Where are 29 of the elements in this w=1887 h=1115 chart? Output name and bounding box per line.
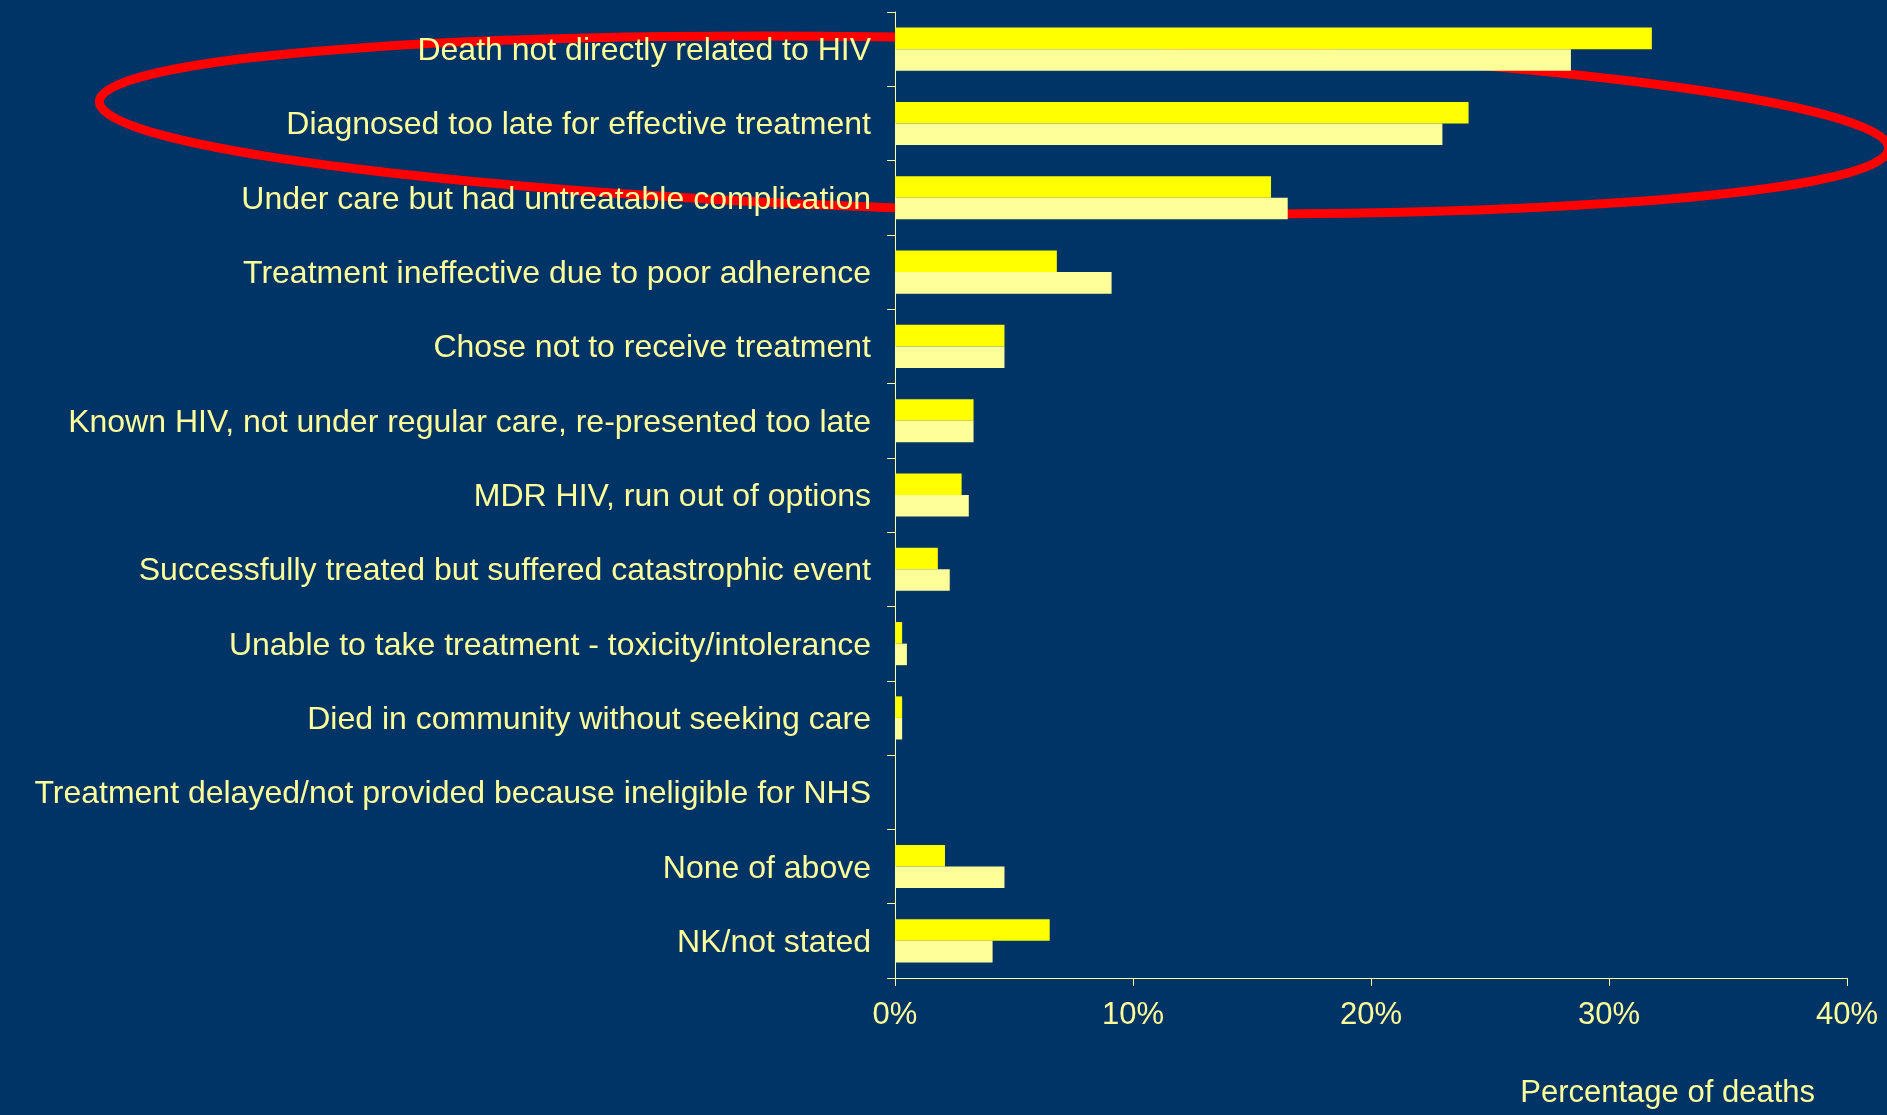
y-tick-label: None of above (662, 848, 871, 885)
y-tick-label: Treatment ineffective due to poor adherence (243, 254, 871, 291)
x-tick-label: 10% (1101, 996, 1165, 1031)
y-tick-label: MDR HIV, run out of options (473, 477, 871, 513)
bar (895, 473, 962, 495)
bar (895, 547, 938, 570)
y-tick-label: NK/not stated (677, 922, 871, 959)
bar (895, 27, 1652, 50)
bar (895, 250, 1057, 273)
x-tick-label: 0% (872, 996, 918, 1031)
bar (895, 101, 1469, 124)
x-tick-label: 20% (1339, 996, 1403, 1031)
y-tick-label: Treatment delayed/not provided because ineligible for NHS (34, 774, 871, 811)
y-tick-label: Unable to take treatment - toxicity/intolerance (228, 625, 871, 662)
bar (895, 622, 903, 644)
bar (895, 176, 1272, 198)
bar (895, 399, 974, 421)
y-tick-label: Diagnosed too late for effective treatment (286, 105, 872, 142)
bar (895, 844, 945, 867)
y-tick-label: Chose not to receive treatment (433, 328, 872, 365)
bar (895, 696, 903, 718)
y-tick-label: Successfully treated but suffered catastrophic event (138, 551, 872, 588)
y-tick-label: Died in community without seeking care (307, 699, 871, 736)
bar (895, 919, 1050, 941)
y-tick-label: Known HIV, not under regular care, re-presented too late (68, 402, 871, 439)
bar (895, 324, 1005, 347)
x-axis-title: Percentage of deaths (1520, 1074, 1816, 1109)
x-tick-label: 40% (1815, 996, 1879, 1031)
x-tick-label: 30% (1577, 996, 1641, 1031)
